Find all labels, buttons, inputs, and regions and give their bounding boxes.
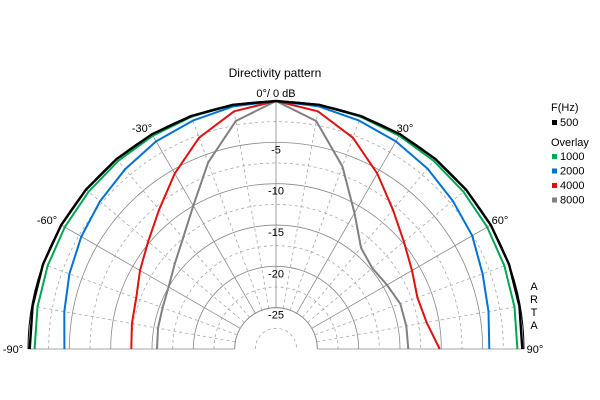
series-line-4000 <box>130 100 441 350</box>
grid-radial <box>302 158 436 318</box>
legend-swatch <box>552 197 557 203</box>
grid-radial <box>61 224 241 329</box>
db-tick-label: -5 <box>271 144 281 156</box>
db-tick-label: -10 <box>268 186 284 198</box>
angle-tick-label: 30° <box>397 123 414 135</box>
watermark-letter: A <box>530 281 538 293</box>
series-layer <box>28 99 524 350</box>
grid-arc-minor <box>89 162 463 350</box>
grid-radial <box>31 305 236 343</box>
grid-radial <box>314 263 510 336</box>
grid-radial <box>311 224 491 329</box>
db-tick-label: -15 <box>268 227 284 239</box>
db-tick-label: -20 <box>268 268 284 280</box>
legend-label: 500 <box>560 117 578 129</box>
grid-radial <box>289 115 362 311</box>
angle-tick-label: 90° <box>527 344 544 356</box>
series-line-500 <box>28 99 524 350</box>
angle-tick-label: 60° <box>492 215 509 227</box>
watermark-letter: T <box>531 307 538 319</box>
angle-tick-label: -90° <box>3 344 23 356</box>
grid-radial <box>42 263 238 336</box>
legend-label: 2000 <box>560 166 584 178</box>
watermark-letter: R <box>530 294 538 306</box>
chart-title: Directivity pattern <box>229 66 322 80</box>
grid-radial <box>316 305 521 343</box>
legend-label: 1000 <box>560 151 584 163</box>
grid-center-arc <box>234 307 318 350</box>
angle-tick-label: -30° <box>132 123 152 135</box>
label-layer: Directivity pattern 0°/ 0 dB -5 -10 -15 -20… <box>3 66 543 356</box>
grid-radial <box>85 189 245 323</box>
legend-swatch <box>552 168 557 174</box>
polar-grid <box>27 100 525 350</box>
watermark-letter: A <box>530 320 538 332</box>
grid-radial <box>232 104 270 309</box>
legend-swatch <box>552 120 557 125</box>
grid-radial <box>307 189 467 323</box>
grid-arc-minor <box>254 327 298 350</box>
grid-radial <box>282 104 320 309</box>
top-label: 0°/ 0 dB <box>256 88 295 100</box>
grid-radial <box>190 115 263 311</box>
legend-label: 4000 <box>560 180 584 192</box>
legend-heading: F(Hz) <box>551 102 579 114</box>
grid-radial <box>296 134 401 314</box>
grid-arc-minor <box>130 203 422 350</box>
legend: F(Hz) Overlay 500 1000 2000 4000 8000 <box>551 102 589 207</box>
grid-radial <box>151 134 256 314</box>
db-tick-label: -25 <box>268 310 284 322</box>
legend-swatch <box>552 183 557 188</box>
legend-label: 8000 <box>560 195 584 207</box>
legend-swatch <box>552 154 557 159</box>
legend-overlay-heading: Overlay <box>551 137 589 149</box>
angle-tick-label: -60° <box>37 215 57 227</box>
